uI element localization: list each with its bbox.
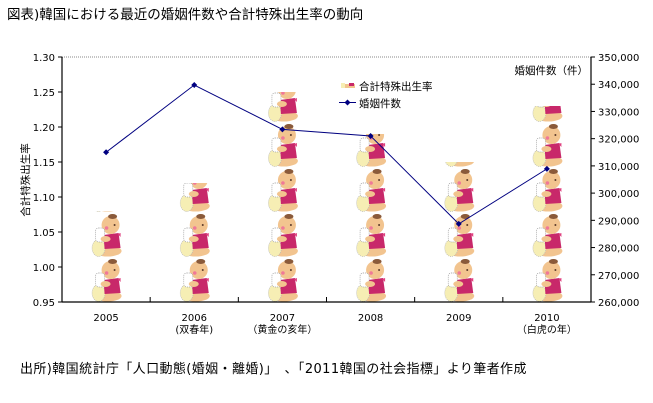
x-category-label: 2008 bbox=[358, 313, 383, 324]
diamond-marker-icon bbox=[543, 165, 550, 172]
baby-icon bbox=[444, 258, 475, 302]
marriage-count-line bbox=[105, 84, 548, 225]
baby-icon bbox=[356, 258, 387, 302]
x-category-sublabel: (双春年) bbox=[175, 323, 213, 336]
diamond-marker-icon bbox=[455, 220, 462, 227]
diamond-marker-icon bbox=[367, 132, 374, 139]
right-tick-label: 280,000 bbox=[598, 244, 639, 255]
legend-label-marriages: 婚姻件数 bbox=[359, 97, 401, 110]
right-tick-label: 290,000 bbox=[598, 216, 639, 227]
left-tick-label: 1.30 bbox=[33, 53, 55, 64]
baby-icon bbox=[532, 213, 563, 257]
baby-icon bbox=[91, 211, 123, 212]
baby-icon bbox=[179, 213, 211, 257]
diamond-marker-icon bbox=[191, 82, 198, 89]
pictograph-bar-2008 bbox=[356, 134, 387, 302]
right-tick-label: 340,000 bbox=[598, 80, 639, 91]
right-tick-label: 330,000 bbox=[598, 107, 639, 118]
y2-axis-title: 婚姻件数（件） bbox=[515, 64, 589, 77]
source-note: 出所)韓国統計庁「人口動態(婚姻・離婚)」 、「2011韓国の社会指標」より筆者… bbox=[20, 362, 527, 377]
legend-label-tfr: 合計特殊出生率 bbox=[359, 80, 433, 93]
left-tick-label: 1.25 bbox=[33, 88, 55, 99]
right-tick-label: 310,000 bbox=[598, 162, 639, 173]
x-category-label: 2005 bbox=[93, 313, 118, 324]
pictograph-bar-2005 bbox=[91, 211, 123, 302]
baby-icon bbox=[267, 168, 299, 212]
left-tick-label: 1.20 bbox=[33, 123, 55, 134]
baby-icon bbox=[356, 134, 387, 167]
diamond-marker-icon bbox=[279, 126, 286, 133]
diamond-marker-icon bbox=[103, 149, 110, 156]
baby-icon bbox=[444, 213, 475, 257]
x-category-sublabel: （白虎の年） bbox=[517, 323, 577, 336]
tfr-pictograph-bars bbox=[91, 92, 563, 302]
left-tick-label: 0.95 bbox=[33, 298, 55, 309]
diamond-legend-icon bbox=[344, 99, 351, 106]
baby-legend-icon bbox=[341, 83, 355, 88]
pictograph-bar-2009 bbox=[444, 162, 475, 302]
pictograph-bar-2006 bbox=[179, 183, 211, 302]
y-axis-title: 合計特殊出生率 bbox=[19, 143, 32, 217]
baby-icon bbox=[444, 168, 475, 212]
right-tick-label: 350,000 bbox=[598, 53, 639, 64]
right-tick-label: 300,000 bbox=[598, 189, 639, 200]
baby-icon bbox=[444, 162, 475, 167]
x-category-label: 2007 bbox=[270, 313, 295, 324]
right-tick-label: 320,000 bbox=[598, 135, 639, 146]
baby-icon bbox=[179, 258, 211, 302]
baby-icon bbox=[532, 258, 563, 302]
baby-icon bbox=[91, 258, 123, 302]
pictograph-bar-2010 bbox=[532, 106, 563, 302]
baby-icon bbox=[356, 213, 387, 257]
plot-area: 0.95 1.00 1.05 1.10 1.15 1.20 1.25 1.30 260,000 2… bbox=[19, 53, 639, 336]
x-category-label: 2010 bbox=[534, 313, 559, 324]
x-category-sublabel: （黄金の亥年） bbox=[247, 323, 317, 336]
baby-icon bbox=[267, 92, 299, 122]
left-tick-label: 1.15 bbox=[33, 158, 55, 169]
baby-icon bbox=[532, 123, 563, 167]
left-tick-label: 1.00 bbox=[33, 263, 55, 274]
baby-icon bbox=[267, 213, 299, 257]
right-tick-label: 260,000 bbox=[598, 298, 639, 309]
x-category-label: 2009 bbox=[446, 313, 471, 324]
pictograph-bar-2007 bbox=[267, 92, 299, 302]
left-tick-label: 1.05 bbox=[33, 228, 55, 239]
baby-icon bbox=[356, 168, 387, 212]
baby-icon bbox=[532, 106, 563, 122]
page-title: 図表)韓国における最近の婚姻件数や合計特殊出生率の動向 bbox=[7, 7, 364, 23]
baby-icon bbox=[179, 183, 211, 212]
x-category-label: 2006 bbox=[182, 313, 207, 324]
left-tick-label: 1.10 bbox=[33, 193, 55, 204]
baby-icon bbox=[91, 213, 123, 257]
baby-icon bbox=[267, 258, 299, 302]
right-tick-label: 270,000 bbox=[598, 271, 639, 282]
